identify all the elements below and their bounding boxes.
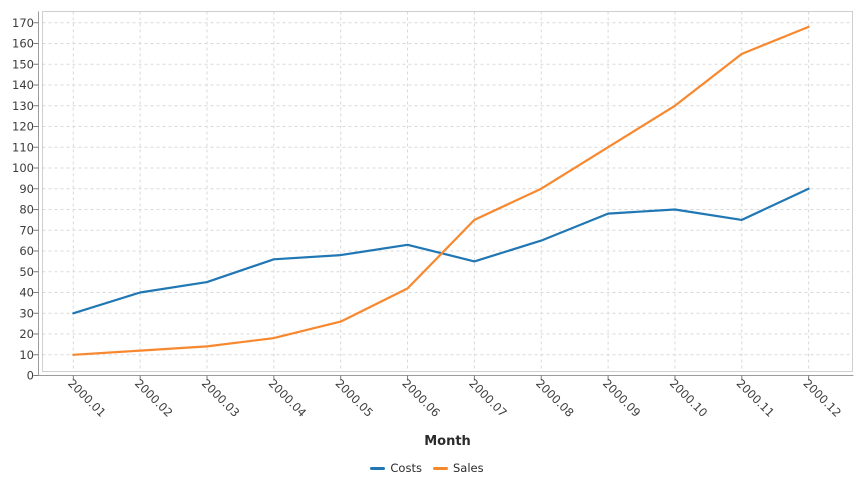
legend-label-costs: Costs (390, 461, 422, 475)
legend-label-sales: Sales (452, 461, 484, 475)
y-tick-label: 130 (12, 99, 34, 113)
x-axis-title: Month (424, 434, 471, 449)
x-tick-label: 2000.04 (266, 376, 310, 420)
y-tick-label: 160 (12, 37, 34, 51)
y-tick-label: 120 (12, 120, 34, 134)
y-tick-label: 80 (19, 203, 34, 217)
y-tick-labels: 0 10 20 30 40 50 60 70 80 90 100 110 120 130 140 150 160… (12, 16, 34, 383)
y-tick-label: 50 (19, 265, 34, 279)
legend: Costs Sales (0, 461, 854, 475)
y-tick-label: 60 (19, 244, 34, 258)
y-tick-label: 40 (19, 286, 34, 300)
axes (38, 11, 854, 376)
y-tick-label: 10 (19, 348, 34, 362)
x-tick-label: 2000.08 (533, 376, 577, 420)
y-tick-label: 30 (19, 306, 34, 320)
tick-marks (33, 22, 810, 381)
series-line-sales (72, 25, 810, 356)
y-tick-label: 100 (12, 161, 34, 175)
x-tick-label: 2000.03 (199, 376, 243, 420)
legend-item-sales: Sales (432, 461, 484, 475)
x-tick-label: 2000.07 (466, 376, 510, 420)
x-tick-label: 2000.05 (333, 376, 377, 420)
y-tick-label: 110 (12, 140, 34, 154)
y-tick-label: 20 (19, 327, 34, 341)
series-lines (72, 25, 810, 356)
x-tick-label: 2000.09 (600, 376, 644, 420)
x-tick-label: 2000.11 (734, 376, 778, 420)
y-tick-label: 90 (19, 182, 34, 196)
gridlines (42, 11, 853, 372)
legend-item-costs: Costs (370, 461, 422, 475)
y-tick-label: 0 (27, 369, 34, 383)
legend-swatch-costs (370, 466, 386, 470)
x-tick-label: 2000.01 (65, 376, 109, 420)
x-tick-label: 2000.02 (132, 376, 176, 420)
y-tick-label: 140 (12, 78, 34, 92)
x-tick-label: 2000.10 (667, 376, 711, 420)
x-tick-label: 2000.06 (399, 376, 443, 420)
y-tick-label: 170 (12, 16, 34, 30)
x-tick-label: 2000.12 (801, 376, 845, 420)
y-tick-label: 70 (19, 223, 34, 237)
legend-swatch-sales (432, 466, 448, 470)
x-tick-labels: 2000.01 2000.02 2000.03 2000.04 2000.05 2000.… (65, 376, 844, 420)
y-tick-label: 150 (12, 57, 34, 71)
